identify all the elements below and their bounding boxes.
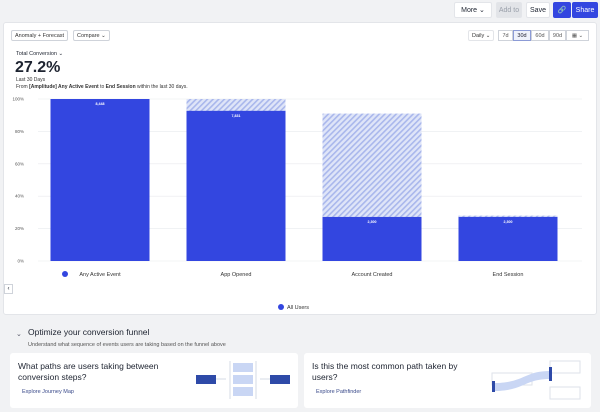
- journey-map-illustration: [196, 361, 290, 399]
- interval-dropdown[interactable]: Daily ⌄: [468, 30, 495, 41]
- collapse-chevron-icon[interactable]: ⌄: [16, 331, 22, 338]
- anomaly-forecast-button[interactable]: Anomaly + Forecast: [11, 30, 69, 41]
- x-tick-label: End Session: [493, 272, 524, 278]
- journey-map-card[interactable]: What paths are users taking between conv…: [10, 353, 298, 408]
- save-button[interactable]: Save: [526, 2, 550, 18]
- collapse-sidebar-button[interactable]: ‹: [4, 284, 13, 294]
- bar: [322, 216, 422, 261]
- x-tick-label: App Opened: [221, 272, 252, 278]
- bar-data-label: 2,300: [504, 220, 513, 224]
- optimize-title: Optimize your conversion funnel: [28, 327, 150, 337]
- bar-data-label: 7,831: [232, 114, 241, 118]
- pathfinder-card[interactable]: Is this the most common path taken by us…: [304, 353, 591, 408]
- bar: [458, 216, 558, 261]
- legend-swatch: [278, 304, 284, 310]
- range-7d[interactable]: 7d: [498, 30, 513, 41]
- range-30d[interactable]: 30d: [513, 30, 531, 41]
- pathfinder-illustration: [491, 360, 581, 400]
- y-tick-label: 40%: [15, 194, 24, 199]
- optimize-subtitle: Understand what sequence of events users…: [28, 342, 226, 348]
- legend-label: All Users: [287, 305, 309, 311]
- x-tick-label: Any Active Event: [79, 272, 121, 278]
- top-toolbar: More ⌄ Add to Save 🔗 Share: [0, 0, 600, 20]
- explore-journey-map-link[interactable]: Explore Journey Map: [22, 389, 74, 395]
- funnel-description: From [Amplitude] Any Active Event to End…: [16, 84, 188, 90]
- y-tick-label: 100%: [12, 97, 24, 102]
- event-icon: [62, 271, 68, 277]
- y-tick-label: 80%: [15, 129, 24, 134]
- bar: [50, 99, 150, 261]
- add-to-button[interactable]: Add to: [496, 2, 522, 18]
- date-picker-button[interactable]: ▦ ⌄: [566, 30, 589, 41]
- link-icon: 🔗: [557, 7, 567, 14]
- funnel-chart: 0% 20% 40% 60% 80% 100% 8,448 Any Active Event 7…: [12, 97, 582, 311]
- period-label: Last 30 Days: [16, 77, 46, 83]
- optimize-section: ⌄ Optimize your conversion funnel Unders…: [0, 318, 600, 412]
- explore-pathfinder-link[interactable]: Explore Pathfinder: [316, 389, 362, 395]
- more-button[interactable]: More ⌄: [454, 2, 492, 18]
- calendar-icon: ▦ ⌄: [571, 32, 584, 39]
- y-tick-label: 20%: [15, 226, 24, 231]
- compare-dropdown[interactable]: Compare ⌄: [73, 30, 110, 41]
- copy-link-button[interactable]: 🔗: [553, 2, 571, 18]
- y-tick-label: 0%: [17, 259, 24, 264]
- bar: [186, 110, 286, 262]
- x-tick-label: Account Created: [352, 272, 393, 278]
- range-90d[interactable]: 90d: [549, 30, 566, 41]
- y-tick-label: 60%: [15, 161, 24, 166]
- bar-data-label: 8,448: [96, 102, 105, 106]
- bar-data-label: 2,300: [368, 220, 377, 224]
- metric-selector[interactable]: Total Conversion ⌄: [16, 51, 64, 57]
- conversion-value: 27.2%: [15, 59, 61, 76]
- share-button[interactable]: Share: [572, 2, 598, 18]
- range-60d[interactable]: 60d: [531, 30, 549, 41]
